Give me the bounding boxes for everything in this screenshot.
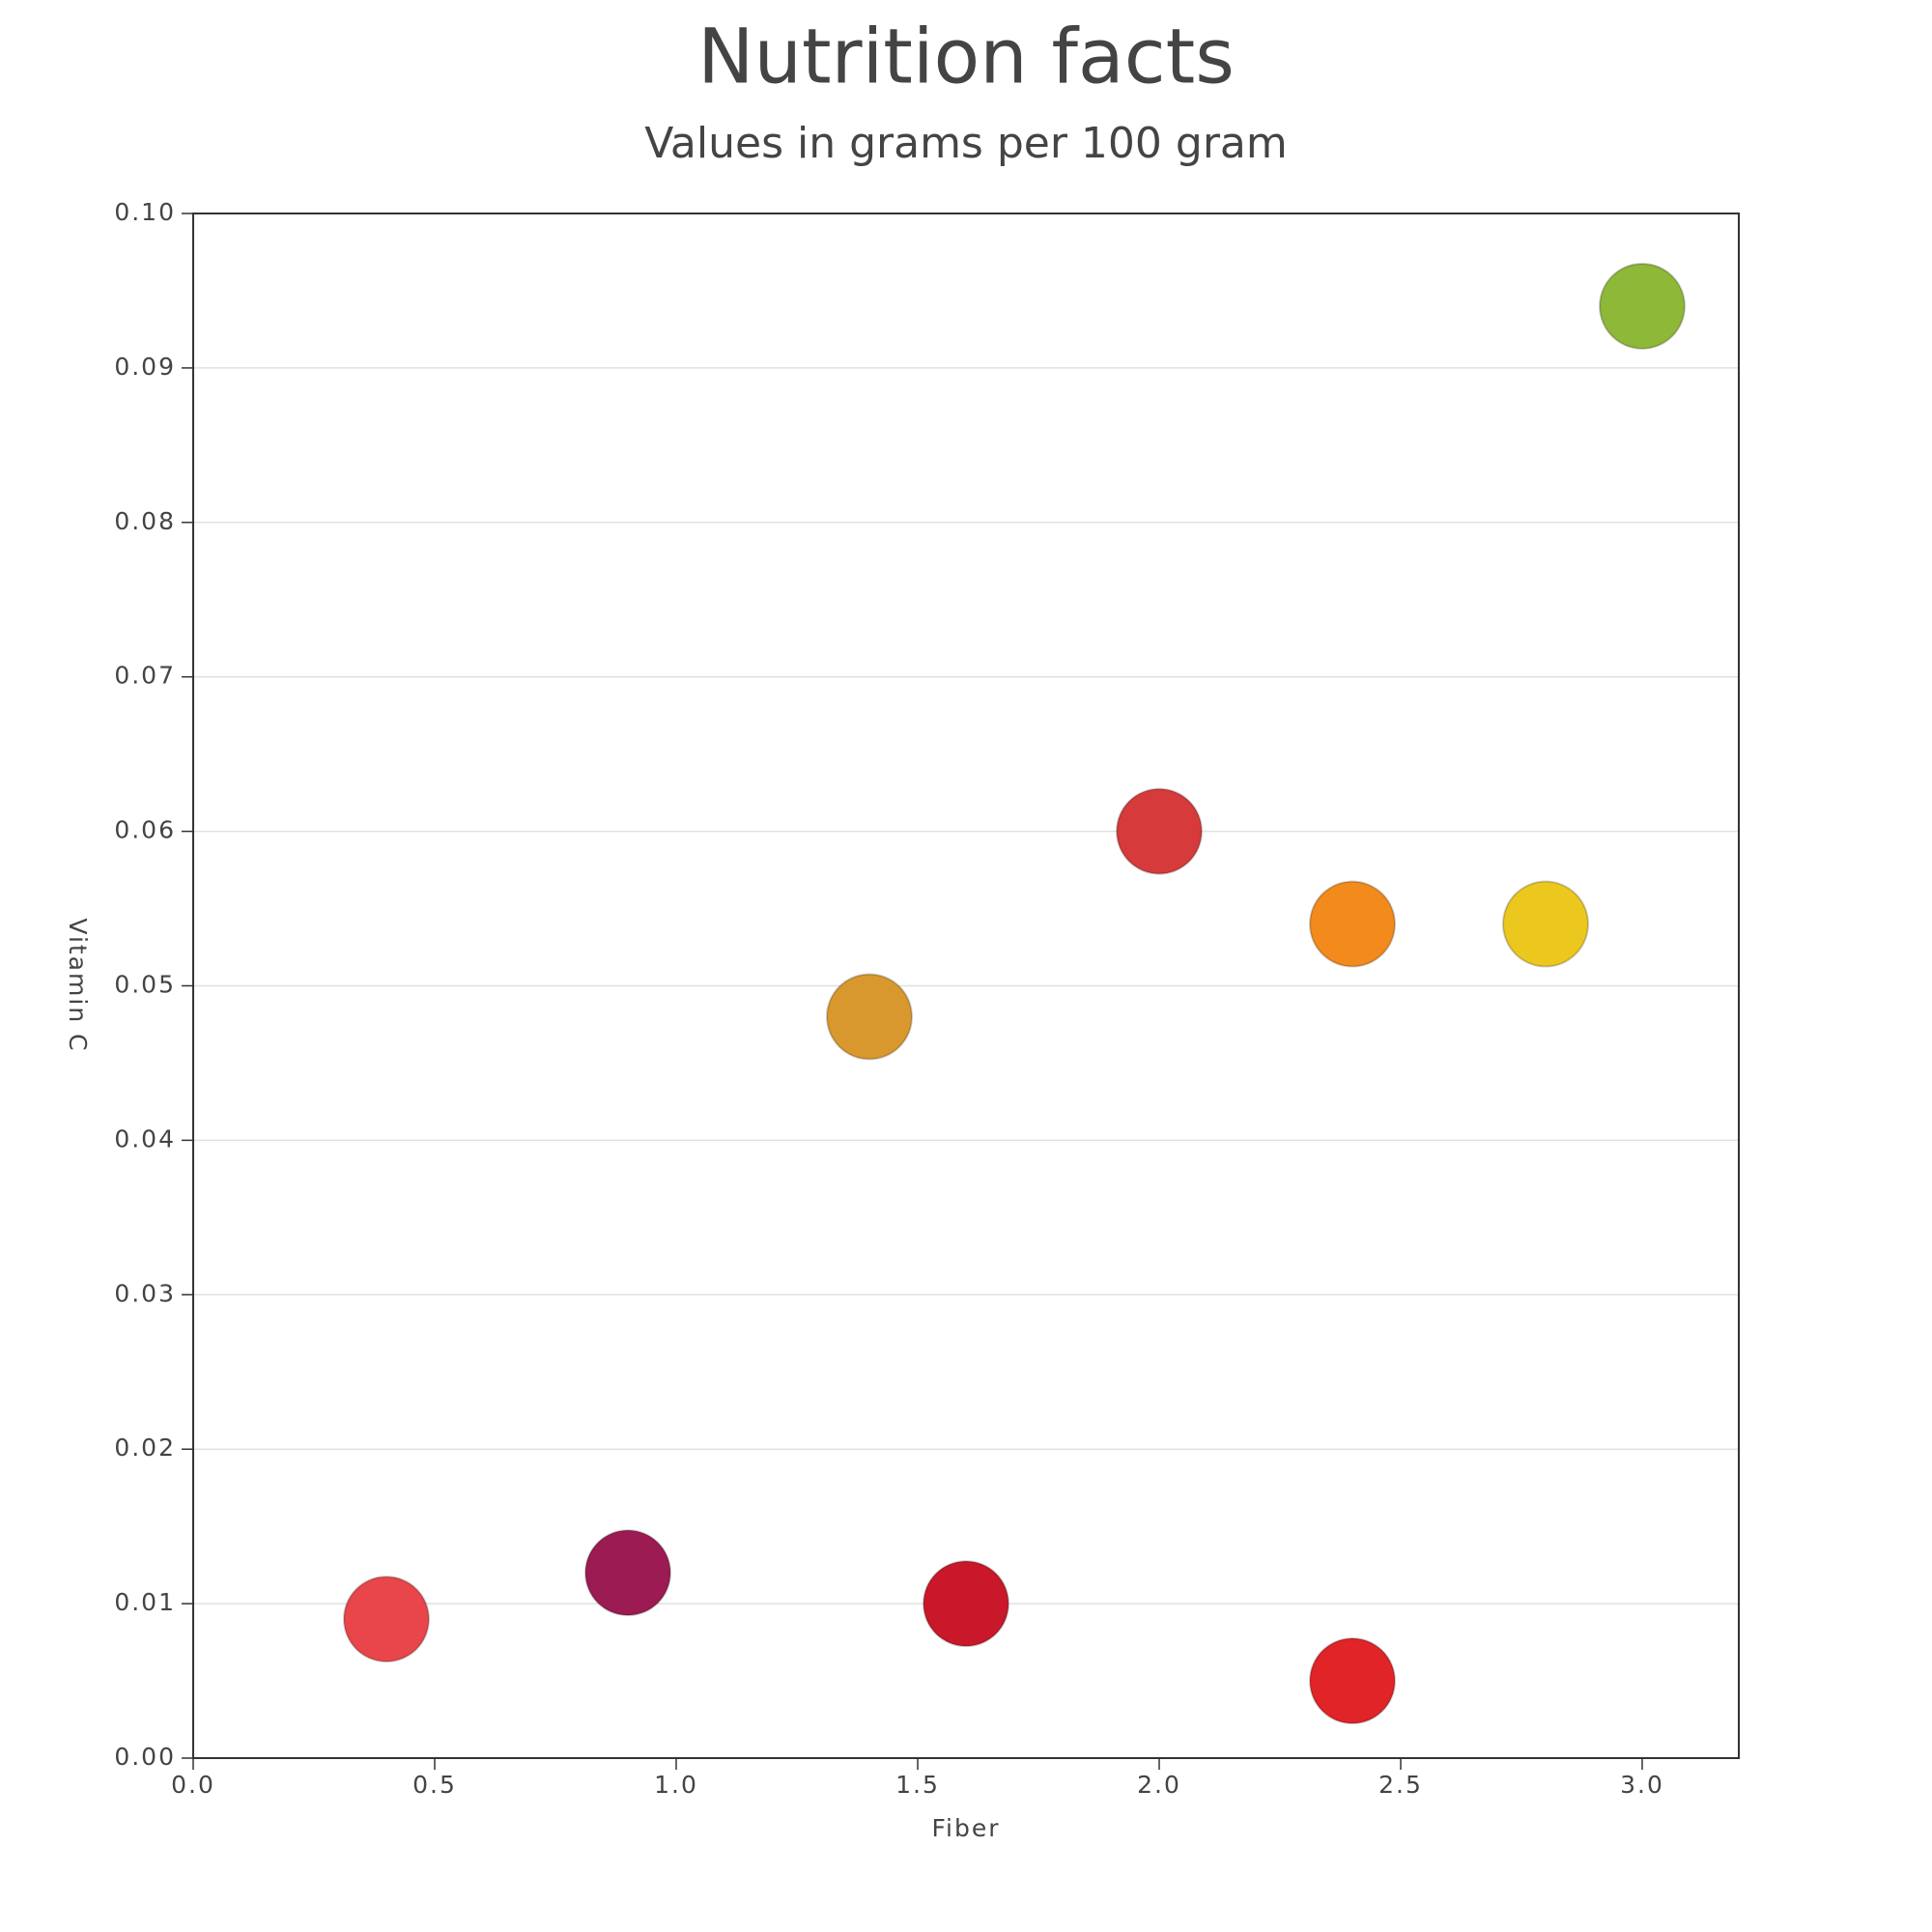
plot-border — [192, 213, 1740, 1759]
y-tick-label: 0.04 — [114, 1124, 176, 1152]
chart-subtitle: Values in grams per 100 gram — [644, 119, 1287, 168]
y-tick-label: 0.08 — [114, 507, 176, 535]
point — [1116, 787, 1203, 875]
point — [343, 1576, 430, 1663]
chart-title: Nutrition facts — [697, 14, 1235, 100]
y-tick-label: 0.06 — [114, 816, 176, 844]
y-tick-label: 0.00 — [114, 1743, 176, 1771]
x-tick-label: 2.0 — [1137, 1771, 1181, 1799]
y-tick-label: 0.09 — [114, 353, 176, 381]
point — [1502, 880, 1589, 968]
y-tick-label: 0.05 — [114, 971, 176, 999]
y-tick-label: 0.02 — [114, 1434, 176, 1462]
x-tick-label: 1.0 — [654, 1771, 698, 1799]
x-axis-title: Fiber — [931, 1814, 1000, 1842]
x-tick-label: 3.0 — [1620, 1771, 1664, 1799]
y-tick-label: 0.07 — [114, 662, 176, 690]
y-axis-title: Vitamin C — [64, 918, 92, 1052]
point — [1599, 262, 1686, 350]
point — [826, 973, 913, 1061]
point — [1309, 880, 1396, 968]
y-tick-label: 0.10 — [114, 198, 176, 226]
y-tick-label: 0.01 — [114, 1588, 176, 1616]
point — [584, 1529, 671, 1617]
x-tick-label: 1.5 — [895, 1771, 940, 1799]
x-tick-label: 0.0 — [171, 1771, 215, 1799]
point — [923, 1560, 1009, 1648]
x-tick-label: 2.5 — [1378, 1771, 1423, 1799]
y-tick-label: 0.03 — [114, 1279, 176, 1307]
point — [1309, 1637, 1396, 1725]
x-tick-label: 0.5 — [412, 1771, 457, 1799]
